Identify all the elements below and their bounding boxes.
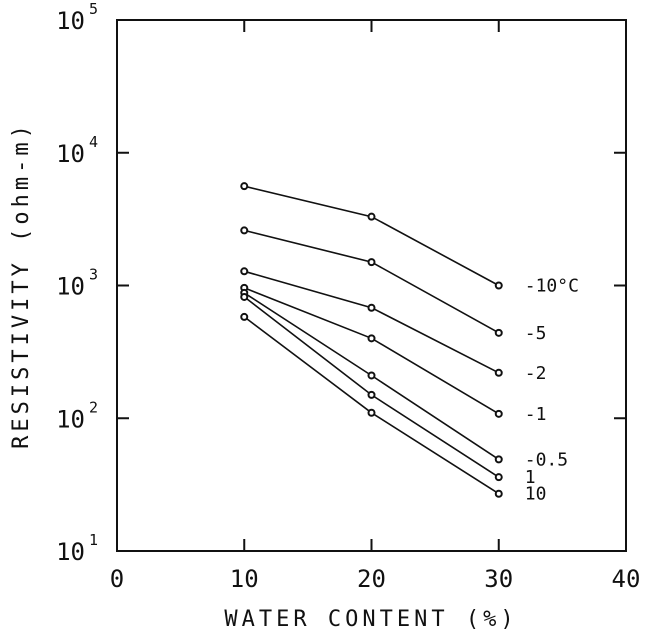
y-tick-exponent: 5	[89, 0, 98, 18]
y-tick-exponent: 1	[89, 531, 98, 549]
x-tick-label: 20	[357, 565, 386, 593]
series-label: -10°C	[525, 276, 579, 297]
y-tick-exponent: 3	[89, 266, 98, 284]
data-point	[240, 312, 249, 321]
series-line	[244, 185, 500, 287]
data-point	[240, 292, 249, 301]
data-point	[494, 409, 503, 418]
y-tick-base: 10	[56, 140, 85, 168]
y-tick-base: 10	[56, 7, 85, 35]
y-tick-label: 10 3	[56, 266, 98, 301]
x-tick-label: 40	[612, 565, 641, 593]
y-tick-base: 10	[56, 538, 85, 566]
y-tick-label: 10 1	[56, 531, 98, 566]
data-point	[494, 455, 503, 464]
y-tick-label: 10 5	[56, 0, 98, 35]
y-tick-base: 10	[56, 405, 85, 433]
series-line	[244, 270, 500, 374]
series-label: -0.5	[525, 449, 568, 470]
y-tick-label: 10 4	[56, 133, 98, 168]
data-point	[367, 212, 376, 221]
data-point	[240, 226, 249, 235]
data-point	[494, 281, 503, 290]
x-tick-label: 0	[110, 565, 124, 593]
series-label: -2	[525, 363, 547, 384]
data-points	[240, 182, 503, 498]
data-point	[367, 303, 376, 312]
series-label: -5	[525, 323, 547, 344]
data-point	[367, 258, 376, 267]
y-tick-label: 10 2	[56, 398, 98, 433]
data-point	[367, 408, 376, 417]
data-point	[494, 368, 503, 377]
series-label: 1	[525, 467, 536, 488]
x-axis-title: WATER CONTENT (%)	[224, 607, 517, 632]
y-tick-base: 10	[56, 273, 85, 301]
series-line	[243, 296, 500, 478]
data-point	[240, 267, 249, 276]
data-point	[367, 371, 376, 380]
data-point	[367, 390, 376, 399]
data-point	[240, 182, 249, 191]
x-tick-label: 10	[230, 565, 259, 593]
data-point	[367, 334, 376, 343]
series-label: -1	[525, 404, 547, 425]
y-tick-exponent: 4	[89, 133, 98, 151]
x-tick-labels: 0 10 20 30 40	[110, 565, 641, 593]
data-point	[494, 473, 503, 482]
y-axis-title: RESISTIVITY (ohm-m)	[9, 121, 34, 449]
series-line	[243, 316, 500, 495]
data-point	[494, 489, 503, 498]
tick-marks	[116, 19, 627, 552]
x-tick-label: 30	[484, 565, 513, 593]
data-point	[494, 328, 503, 337]
y-tick-exponent: 2	[89, 398, 98, 416]
series-label: 10	[525, 484, 547, 505]
